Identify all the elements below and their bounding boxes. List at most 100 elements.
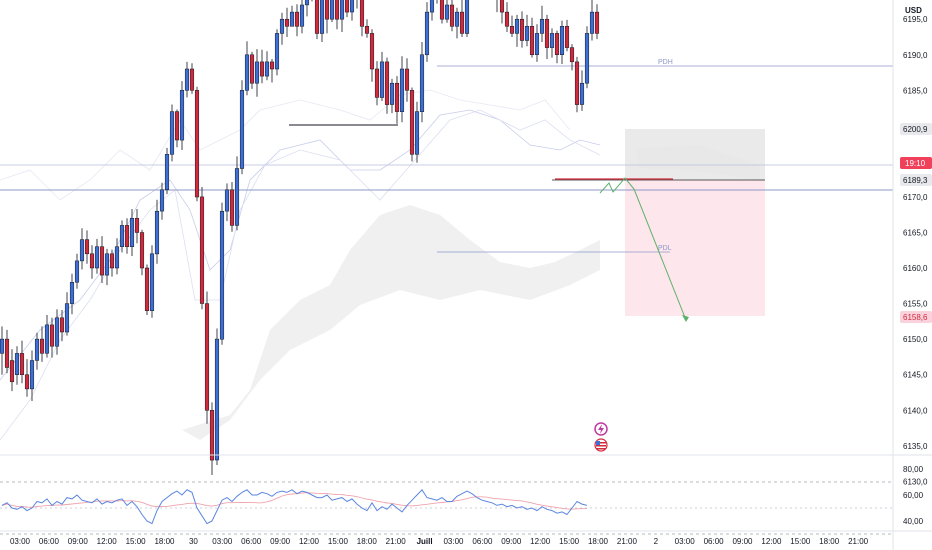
- candle: [319, 0, 325, 42]
- time-axis[interactable]: 03:00 06:00 09:00 12:00 15:00 18:00 30 03:00 06:…: [10, 537, 869, 546]
- us-flag-icon[interactable]: [594, 438, 608, 452]
- candle: [534, 24, 540, 62]
- candle: [559, 20, 565, 64]
- candle: [329, 0, 335, 22]
- candle: [289, 5, 295, 27]
- svg-text:19:10: 19:10: [905, 159, 926, 168]
- risk-zone[interactable]: [625, 129, 765, 180]
- candle-body: [209, 410, 215, 461]
- candle: [29, 350, 35, 401]
- candle-body: [214, 338, 220, 461]
- candle: [304, 0, 310, 17]
- candle: [564, 19, 570, 52]
- candle-body: [424, 11, 430, 56]
- projection-path[interactable]: [599, 177, 687, 321]
- candle-body: [99, 246, 105, 276]
- candlestick-series: [0, 0, 600, 475]
- candle: [399, 56, 405, 123]
- candle-body: [39, 338, 45, 354]
- candle: [164, 147, 170, 195]
- candle-body: [574, 61, 580, 105]
- candle: [349, 0, 355, 21]
- candle: [34, 332, 40, 370]
- candle: [384, 57, 390, 114]
- candle-body: [79, 239, 85, 262]
- candle-body: [259, 61, 265, 77]
- candle: [224, 183, 230, 222]
- candle: [174, 109, 180, 148]
- candle-body: [229, 189, 235, 226]
- candle-body: [569, 47, 575, 63]
- candle: [324, 0, 330, 34]
- candle-body: [564, 26, 570, 48]
- candle: [429, 0, 435, 21]
- rsi-ma-line: [1, 492, 588, 510]
- candle-body: [244, 54, 250, 91]
- candle: [229, 182, 235, 232]
- candle-body: [64, 303, 70, 333]
- candle: [299, 0, 305, 34]
- time-tick-label: 18:00: [588, 537, 609, 546]
- candle-body: [199, 196, 205, 304]
- candle: [139, 229, 145, 276]
- time-tick-label: 12:00: [530, 537, 551, 546]
- candle-body: [304, 0, 310, 6]
- candle: [249, 51, 255, 89]
- candle-body: [314, 0, 320, 34]
- time-tick-label: 06:00: [704, 537, 725, 546]
- time-tick-label: 06:00: [472, 537, 493, 546]
- candle-body: [264, 61, 270, 77]
- candle-body: [109, 253, 115, 269]
- time-tick-label: 18:00: [154, 537, 175, 546]
- candle-body: [149, 253, 155, 311]
- candle: [179, 81, 185, 150]
- time-tick-label: 12:00: [761, 537, 782, 546]
- candle: [169, 104, 175, 162]
- candle-body: [454, 11, 460, 27]
- candle-body: [344, 0, 350, 13]
- candle-body: [84, 239, 90, 255]
- candle: [49, 317, 55, 358]
- rsi-tick-label: 60,00: [903, 491, 924, 500]
- candle: [436, 0, 438, 4]
- candle: [394, 76, 400, 124]
- candle-body: [334, 0, 340, 20]
- candle-body: [499, 0, 505, 13]
- rsi-pane: [0, 481, 893, 535]
- candle: [149, 245, 155, 318]
- candle-body: [524, 26, 530, 41]
- candle: [464, 0, 470, 37]
- candle-body: [439, 0, 445, 20]
- price-tick-label: 6155,0: [903, 300, 928, 309]
- candle-body: [154, 210, 160, 255]
- price-axis[interactable]: 6225,06220,06215,06210,06205,06195,06190…: [903, 0, 928, 486]
- candle-body: [559, 26, 565, 55]
- candle: [496, 0, 498, 13]
- candle-body: [394, 82, 400, 112]
- candle: [39, 326, 45, 362]
- time-tick-label: 09:00: [68, 537, 89, 546]
- candle-body: [269, 61, 275, 70]
- candle: [389, 78, 395, 114]
- candle-body: [279, 18, 285, 34]
- candle-body: [404, 68, 410, 91]
- candle-body: [49, 324, 55, 347]
- candle-body: [364, 26, 370, 34]
- reward-zone[interactable]: [625, 180, 765, 316]
- candle-body: [449, 4, 455, 27]
- candle: [9, 349, 15, 392]
- candle: [194, 86, 200, 202]
- candle: [189, 63, 195, 94]
- candle-body: [299, 4, 305, 27]
- time-tick-label: 21:00: [386, 537, 407, 546]
- candle-body: [179, 90, 185, 141]
- candle: [544, 14, 550, 59]
- price-tick-label: 6130,0: [903, 477, 928, 486]
- candle: [219, 202, 225, 345]
- time-tick-label: 2: [654, 537, 659, 546]
- candle-body: [69, 282, 75, 304]
- candle-body: [174, 111, 180, 141]
- candle-body: [319, 0, 325, 34]
- candle: [294, 4, 300, 37]
